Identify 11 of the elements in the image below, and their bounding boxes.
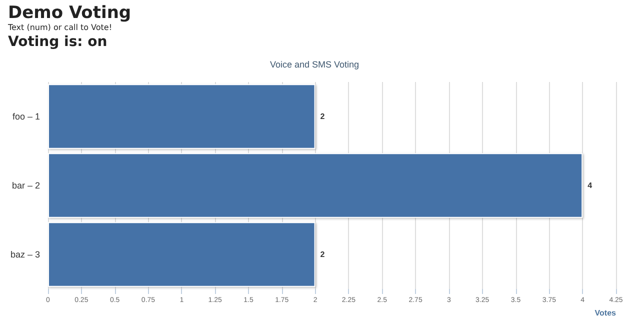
text: Text (num) or call to Vote! xyxy=(8,23,114,33)
data-label: 2 xyxy=(320,250,326,259)
text: Voting is: on xyxy=(8,33,108,51)
data-label: 2 xyxy=(320,112,326,121)
data-label: 4 xyxy=(588,181,593,190)
y-tick-label: bar – 2 xyxy=(12,180,40,190)
x-axis-title: Votes xyxy=(594,308,617,318)
y-tick-label: foo – 1 xyxy=(12,112,40,122)
chart-title: Voice and SMS Voting xyxy=(270,60,360,70)
y-tick-label: baz – 3 xyxy=(10,250,40,260)
text: Demo Voting xyxy=(8,3,132,23)
